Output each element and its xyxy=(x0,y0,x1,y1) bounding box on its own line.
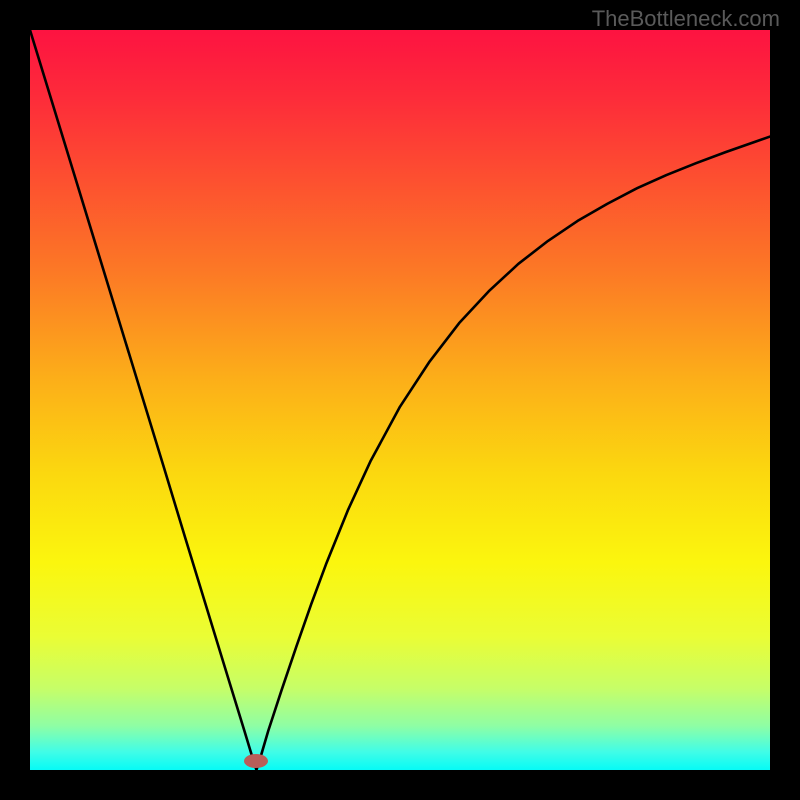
curve-path xyxy=(30,30,770,770)
chart-plot-area xyxy=(30,30,770,770)
bottleneck-curve xyxy=(30,30,770,770)
min-point-marker xyxy=(244,754,268,768)
watermark-text: TheBottleneck.com xyxy=(592,6,780,32)
